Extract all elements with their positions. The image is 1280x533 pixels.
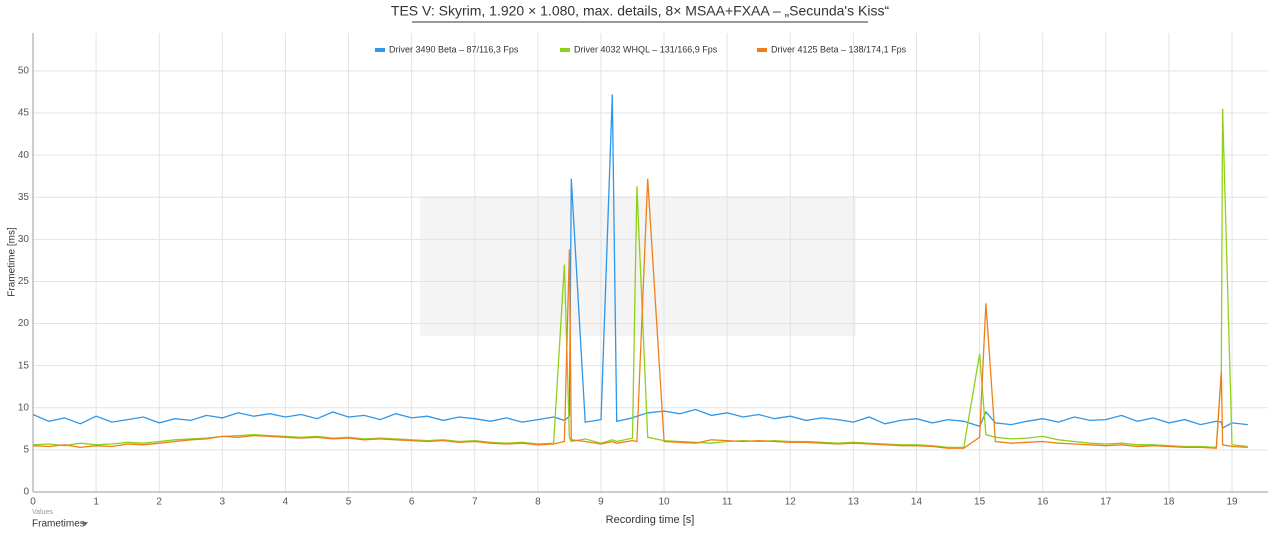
dropdown[interactable]: Frametimes [32, 519, 88, 530]
series-line [32, 178, 1248, 449]
x-tick-label: 7 [472, 497, 478, 508]
y-tick-label: 5 [23, 445, 29, 456]
series-line [32, 94, 1248, 429]
x-tick-label: 12 [785, 497, 797, 508]
x-tick-label: 2 [156, 497, 162, 508]
y-tick-label: 20 [18, 318, 30, 329]
x-tick-label: 17 [1100, 497, 1112, 508]
y-tick-label: 40 [18, 150, 30, 161]
series-line [32, 108, 1248, 449]
dropdown-arrow[interactable] [82, 522, 88, 526]
x-tick-label: 10 [659, 497, 671, 508]
x-tick-label: 11 [722, 497, 733, 508]
chart-title: TES V: Skyrim, 1.920 × 1.080, max. detai… [391, 3, 890, 19]
legend-label: Driver 3490 Beta – 87/116,3 Fps [389, 44, 519, 54]
legend-swatch [560, 48, 570, 52]
x-tick-label: 4 [283, 497, 289, 508]
dropdown-label[interactable]: Frametimes [32, 519, 85, 530]
legend-swatch [757, 48, 767, 52]
y-tick-label: 30 [18, 234, 30, 245]
legend-swatch [375, 48, 385, 52]
legend-label: Driver 4032 WHQL – 131/166,9 Fps [574, 44, 718, 54]
y-tick-label: 50 [18, 66, 30, 77]
y-tick-label: 10 [18, 402, 30, 413]
x-tick-label: 3 [220, 497, 226, 508]
x-tick-label: 0 [30, 497, 36, 508]
y-axis-label: Frametime [ms] [7, 227, 18, 297]
x-axis-label: Recording time [s] [606, 514, 695, 526]
y-tick-label: 35 [18, 192, 30, 203]
x-tick-label: 8 [535, 497, 541, 508]
x-tick-label: 19 [1226, 497, 1238, 508]
x-tick-label: 15 [974, 497, 986, 508]
x-tick-label: 1 [93, 497, 99, 508]
legend-label: Driver 4125 Beta – 138/174,1 Fps [771, 44, 907, 54]
x-tick-label: 14 [911, 497, 923, 508]
y-tick-label: 45 [18, 108, 30, 119]
x-tick-label: 6 [409, 497, 415, 508]
x-tick-label: 5 [346, 497, 352, 508]
x-tick-label: 16 [1037, 497, 1049, 508]
y-tick-label: 25 [18, 276, 30, 287]
values-caption: Values [32, 509, 53, 516]
x-tick-label: 13 [848, 497, 860, 508]
y-tick-label: 0 [23, 487, 29, 498]
x-tick-label: 9 [598, 497, 604, 508]
x-tick-label: 18 [1163, 497, 1175, 508]
y-tick-label: 15 [18, 360, 30, 371]
